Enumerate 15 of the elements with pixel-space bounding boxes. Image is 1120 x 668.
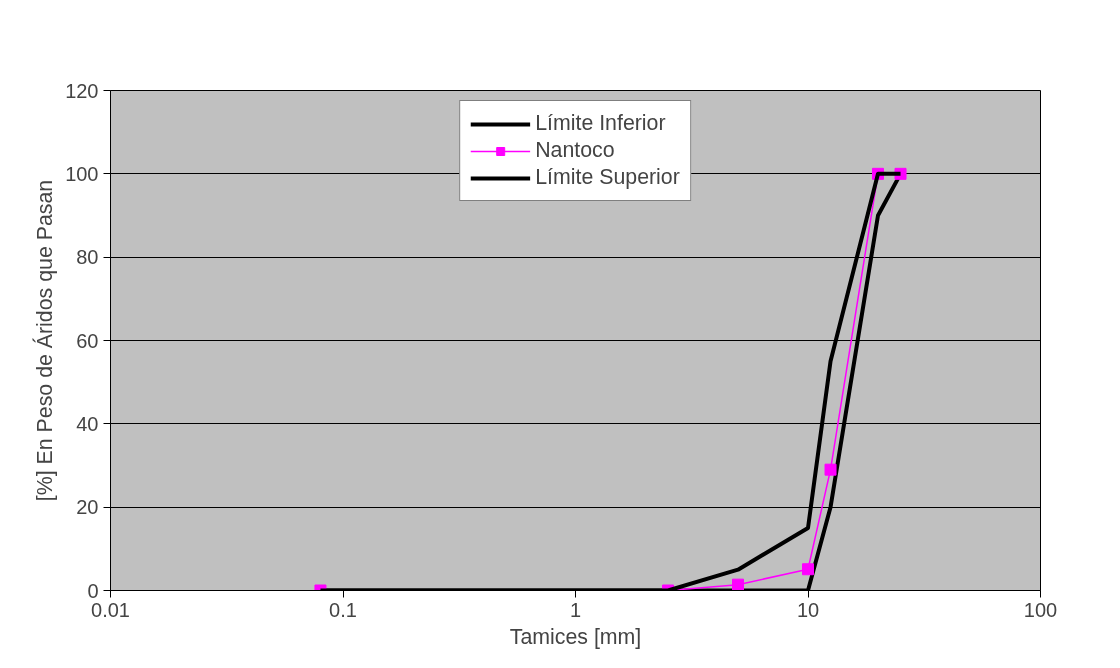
y-tick-label: 80 (76, 246, 99, 269)
legend-label: Límite Inferior (535, 111, 666, 136)
x-tick-label: 0.1 (329, 598, 357, 621)
y-tick-label: 40 (76, 412, 99, 435)
x-tick-label: 100 (1023, 598, 1058, 621)
x-tick-label: 10 (796, 598, 820, 621)
y-axis-title: [%] En Peso de Áridos que Pasan (32, 179, 58, 502)
y-tick-label: 100 (65, 162, 99, 185)
x-axis-title: Tamices [mm] (509, 624, 642, 649)
y-tick-label: 60 (76, 329, 99, 352)
y-tick-label: 20 (76, 496, 99, 519)
y-tick-label: 120 (65, 79, 99, 102)
legend-label: Límite Superior (535, 165, 680, 190)
x-tick-label: 1 (569, 598, 582, 621)
legend-label: Nantoco (535, 138, 615, 163)
